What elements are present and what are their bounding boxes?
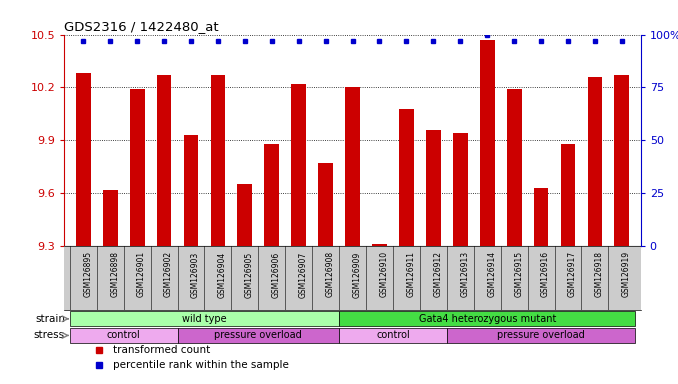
Bar: [339, 328, 447, 343]
Bar: [372, 245, 387, 246]
Bar: [264, 144, 279, 246]
Text: GSM126911: GSM126911: [406, 252, 416, 297]
Text: control: control: [376, 331, 410, 341]
Bar: [426, 130, 441, 246]
Text: GSM126909: GSM126909: [353, 252, 361, 298]
Bar: [561, 144, 576, 246]
Text: GSM126913: GSM126913: [460, 252, 469, 298]
Text: GSM126905: GSM126905: [245, 252, 254, 298]
Text: wild type: wild type: [182, 314, 226, 324]
Bar: [588, 77, 602, 246]
Text: GSM126904: GSM126904: [218, 252, 227, 298]
Text: GDS2316 / 1422480_at: GDS2316 / 1422480_at: [64, 20, 219, 33]
Bar: [210, 75, 225, 246]
Bar: [447, 328, 635, 343]
Text: GSM126910: GSM126910: [380, 252, 388, 298]
Text: stress: stress: [34, 331, 65, 341]
Text: GSM126898: GSM126898: [111, 252, 119, 297]
Text: GSM126919: GSM126919: [622, 252, 631, 298]
Text: GSM126906: GSM126906: [272, 252, 281, 298]
Bar: [70, 328, 178, 343]
Text: GSM126912: GSM126912: [433, 252, 442, 297]
Bar: [292, 84, 306, 246]
Bar: [76, 73, 91, 246]
Text: transformed count: transformed count: [113, 345, 211, 355]
Text: GSM126908: GSM126908: [325, 252, 335, 298]
Text: GSM126901: GSM126901: [137, 252, 146, 298]
Bar: [480, 40, 495, 246]
Bar: [399, 109, 414, 246]
Text: pressure overload: pressure overload: [214, 331, 302, 341]
Bar: [318, 163, 333, 246]
Bar: [453, 133, 468, 246]
Bar: [534, 188, 549, 246]
Bar: [70, 311, 339, 326]
Text: GSM126903: GSM126903: [191, 252, 200, 298]
Text: GSM126895: GSM126895: [83, 252, 92, 298]
Bar: [237, 184, 252, 246]
Text: Gata4 heterozygous mutant: Gata4 heterozygous mutant: [418, 314, 556, 324]
Bar: [129, 89, 144, 246]
Text: GSM126902: GSM126902: [164, 252, 173, 298]
Bar: [103, 190, 117, 246]
Text: GSM126907: GSM126907: [299, 252, 308, 298]
Text: strain: strain: [35, 314, 65, 324]
Bar: [157, 75, 172, 246]
Bar: [339, 311, 635, 326]
Text: pressure overload: pressure overload: [497, 331, 585, 341]
Text: percentile rank within the sample: percentile rank within the sample: [113, 360, 290, 370]
Text: GSM126918: GSM126918: [595, 252, 604, 297]
Bar: [178, 328, 339, 343]
Text: GSM126915: GSM126915: [514, 252, 523, 298]
Text: GSM126916: GSM126916: [541, 252, 550, 298]
Text: control: control: [106, 331, 140, 341]
Text: GSM126914: GSM126914: [487, 252, 496, 298]
Bar: [614, 75, 629, 246]
Text: GSM126917: GSM126917: [568, 252, 577, 298]
Bar: [506, 89, 521, 246]
Bar: [345, 88, 360, 246]
Bar: [184, 135, 199, 246]
